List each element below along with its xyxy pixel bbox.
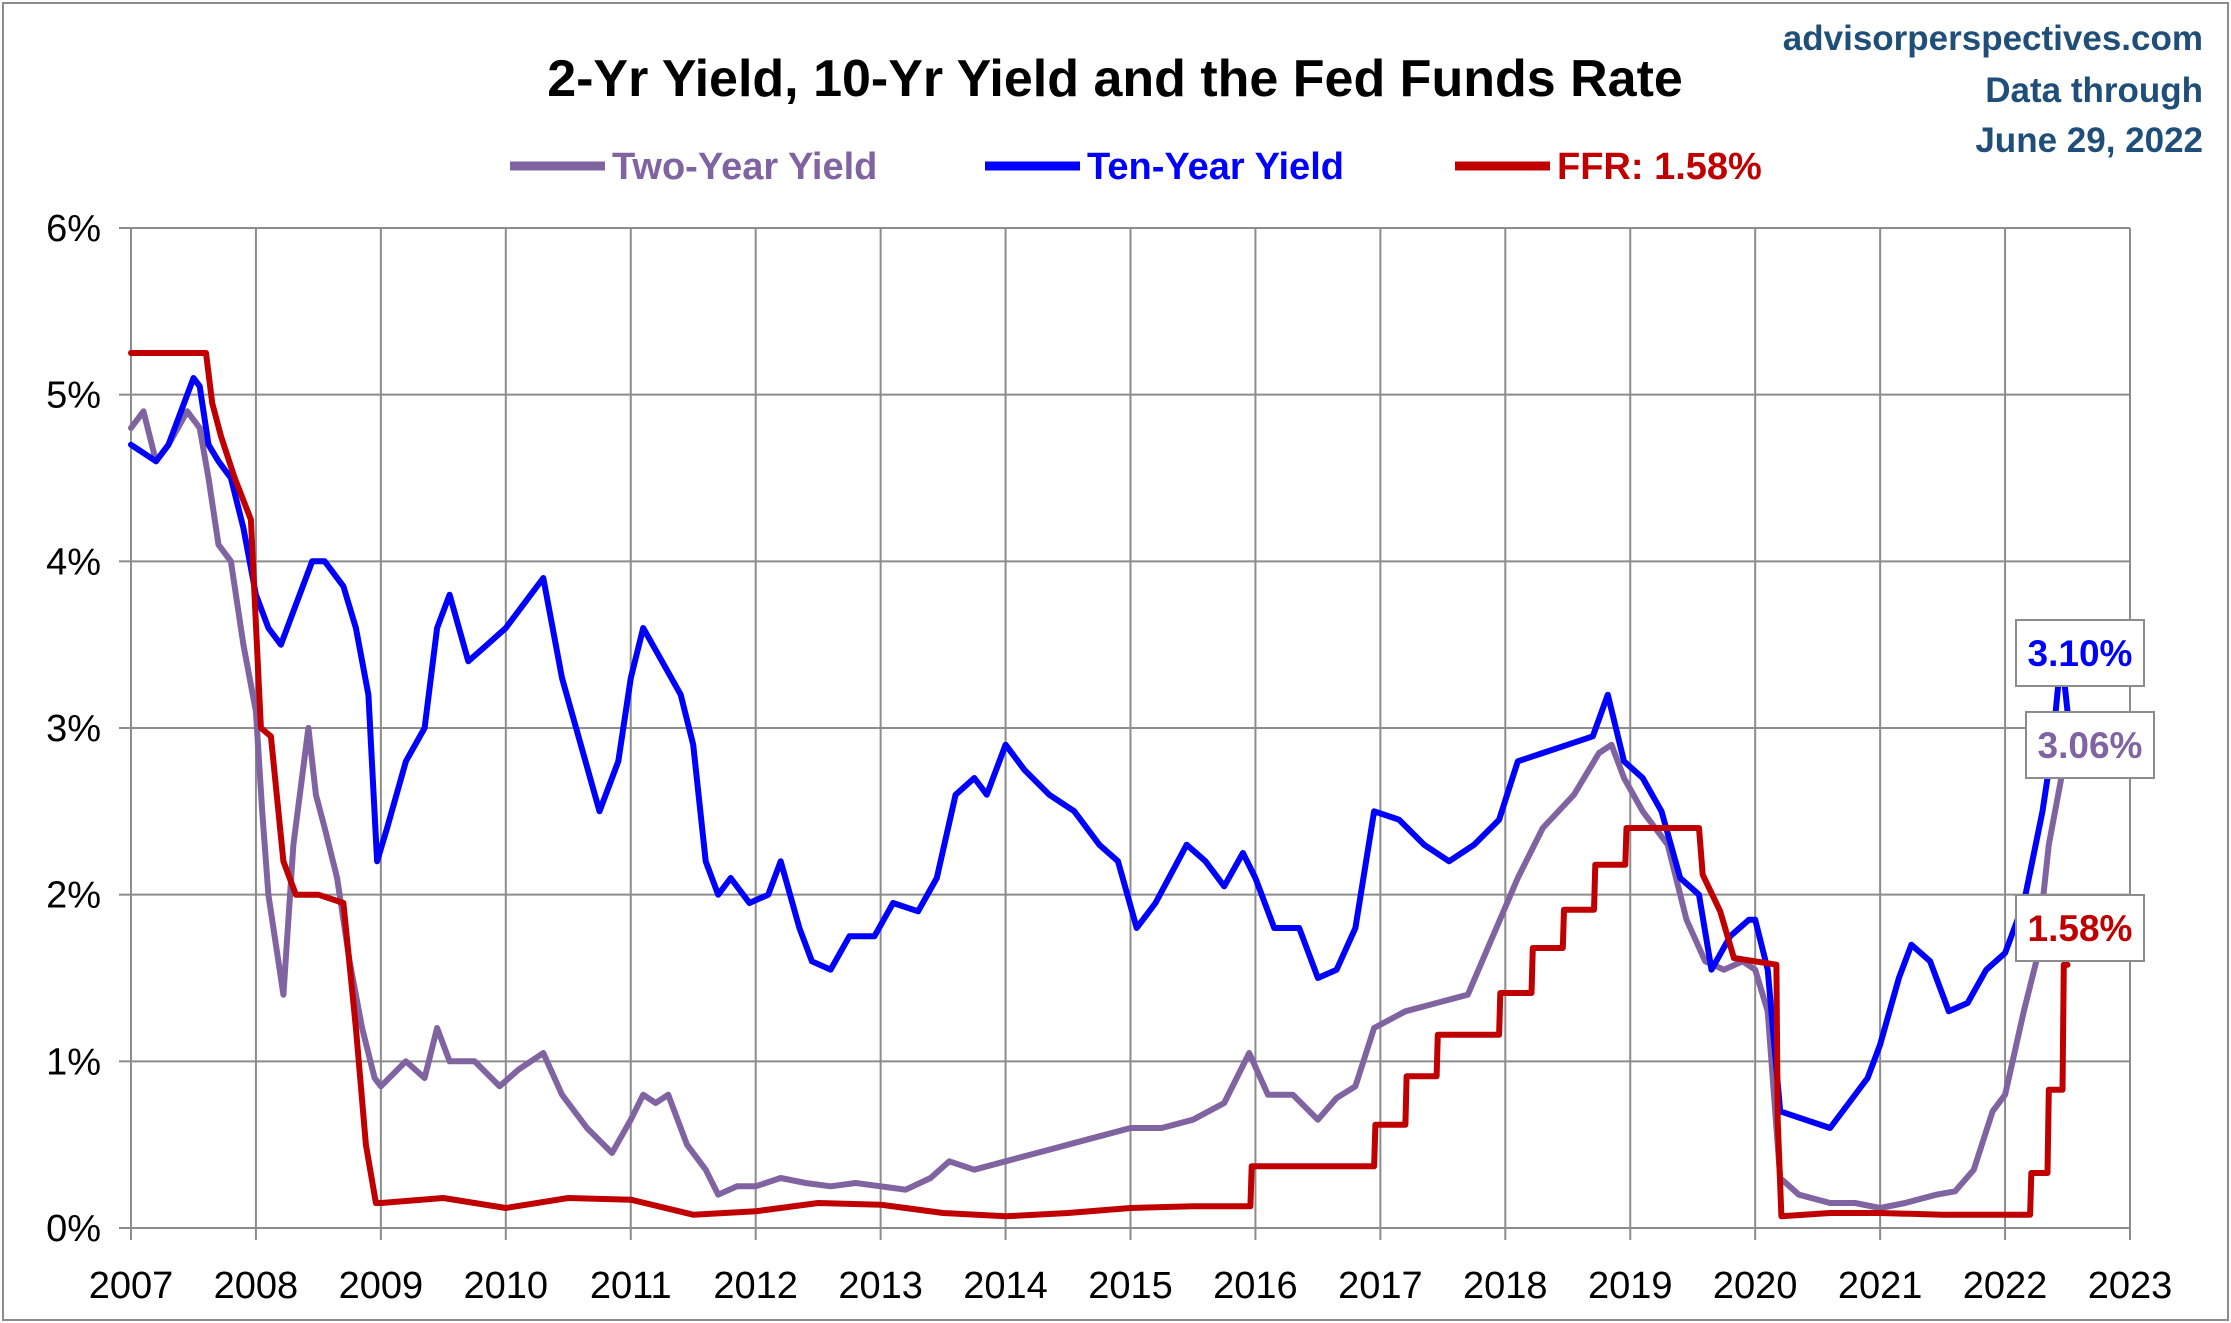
x-tick-label: 2015 <box>1088 1265 1173 1307</box>
legend-label-two-year: Two-Year Yield <box>612 146 877 188</box>
end-label-ten-year-box <box>2015 619 2145 687</box>
source-data-through: Data through <box>1985 71 2203 110</box>
x-tick-label: 2008 <box>214 1265 299 1307</box>
x-tick-label: 2014 <box>963 1265 1048 1307</box>
legend: Two-Year Yield Ten-Year Yield FFR: 1.58% <box>510 146 1762 188</box>
source-date: June 29, 2022 <box>1975 121 2203 160</box>
y-tick-label: 0% <box>46 1208 101 1250</box>
y-tick-label: 2% <box>46 875 101 917</box>
source-site: advisorperspectives.com <box>1783 19 2203 58</box>
source-note: advisorperspectives.com Data through Jun… <box>1783 19 2203 160</box>
end-label-ffr-box <box>2015 894 2145 962</box>
x-tick-label: 2018 <box>1463 1265 1548 1307</box>
x-tick-label: 2007 <box>89 1265 174 1307</box>
y-tick-label: 5% <box>46 375 101 417</box>
legend-label-ffr: FFR: 1.58% <box>1557 146 1762 188</box>
end-label-two-year-box <box>2025 711 2155 779</box>
end-label-ffr: 1.58% <box>2015 894 2145 962</box>
y-tick-label: 4% <box>46 541 101 583</box>
x-tick-label: 2010 <box>464 1265 549 1307</box>
legend-label-ten-year: Ten-Year Yield <box>1087 146 1344 188</box>
end-label-two-year-text: 3.06% <box>2038 725 2143 766</box>
series-lines <box>128 350 2071 1220</box>
x-tick-label: 2020 <box>1713 1265 1798 1307</box>
x-tick-label: 2012 <box>713 1265 798 1307</box>
x-tick-label: 2011 <box>590 1265 672 1307</box>
series-line-ffr <box>128 350 2071 1220</box>
x-tick-label: 2022 <box>1963 1265 2048 1307</box>
series-line-ten-year <box>128 375 2071 1131</box>
y-tick-label: 1% <box>46 1041 101 1083</box>
x-tick-label: 2009 <box>339 1265 424 1307</box>
series-line-two-year <box>128 408 2071 1211</box>
y-tick-label: 3% <box>46 708 101 750</box>
x-tick-label: 2019 <box>1588 1265 1673 1307</box>
x-tick-label: 2021 <box>1838 1265 1923 1307</box>
end-label-ten-year-text: 3.10% <box>2028 633 2133 674</box>
x-tick-label: 2016 <box>1213 1265 1298 1307</box>
end-labels: 3.06% 3.10% 1.58% <box>2015 619 2155 962</box>
x-tick-label: 2023 <box>2088 1265 2173 1307</box>
chart-title: 2-Yr Yield, 10-Yr Yield and the Fed Fund… <box>547 50 1683 108</box>
gridlines <box>131 227 2131 1228</box>
y-tick-label: 6% <box>46 208 101 250</box>
end-label-ffr-text: 1.58% <box>2028 908 2133 949</box>
x-tick-label: 2017 <box>1338 1265 1423 1307</box>
axes: 0% 1% 2% 3% 4% 5% 6% 2007 2008 2009 2010 2011 2012 20… <box>46 208 2172 1307</box>
end-label-two-year: 3.06% <box>2025 711 2155 779</box>
x-tick-label: 2013 <box>838 1265 923 1307</box>
end-label-ten-year: 3.10% <box>2015 619 2145 687</box>
